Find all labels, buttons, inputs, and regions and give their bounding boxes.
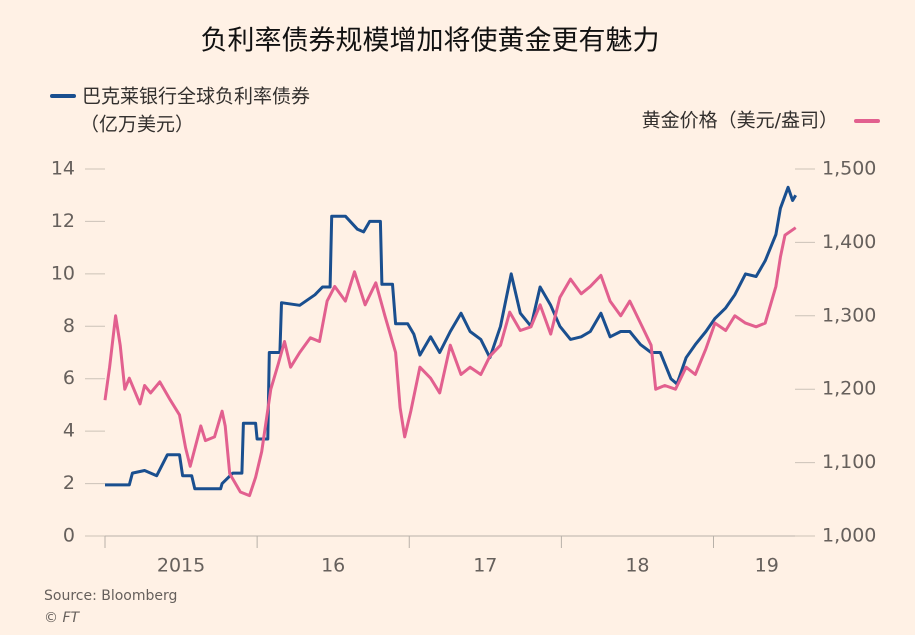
x-tick-label: 16 xyxy=(321,555,345,577)
series-line xyxy=(105,185,797,491)
chart-title: 负利率债券规模增加将使黄金更有魅力 xyxy=(201,26,660,57)
x-tick-label: 2015 xyxy=(157,555,205,577)
x-tick-label: 17 xyxy=(473,555,497,577)
y-tick-label: 0 xyxy=(63,525,75,547)
x-tick-label: 18 xyxy=(625,555,649,577)
y-tick-label: 8 xyxy=(63,315,75,337)
series-line xyxy=(103,226,797,498)
y-tick-label: 4 xyxy=(63,420,75,442)
y2-tick-label: 1,400 xyxy=(822,231,876,253)
y-tick-label: 2 xyxy=(63,472,75,494)
y2-tick-label: 1,200 xyxy=(822,378,876,400)
y-tick-label: 12 xyxy=(51,210,75,232)
y2-tick-label: 1,100 xyxy=(822,451,876,473)
y-tick-label: 14 xyxy=(51,158,75,180)
y2-tick-label: 1,300 xyxy=(822,304,876,326)
y-tick-label: 6 xyxy=(63,367,75,389)
x-tick-label: 19 xyxy=(755,555,779,577)
y-axis-label: （亿万美元） xyxy=(80,114,194,136)
y2-tick-label: 1,500 xyxy=(822,158,876,180)
credit: © FT xyxy=(44,610,81,626)
legend-label: 黄金价格（美元/盎司） xyxy=(642,110,838,132)
source: Source: Bloomberg xyxy=(44,588,177,604)
legend-label: 巴克莱银行全球负利率债券 xyxy=(82,86,310,108)
y-tick-label: 10 xyxy=(51,262,75,284)
y2-tick-label: 1,000 xyxy=(822,525,876,547)
